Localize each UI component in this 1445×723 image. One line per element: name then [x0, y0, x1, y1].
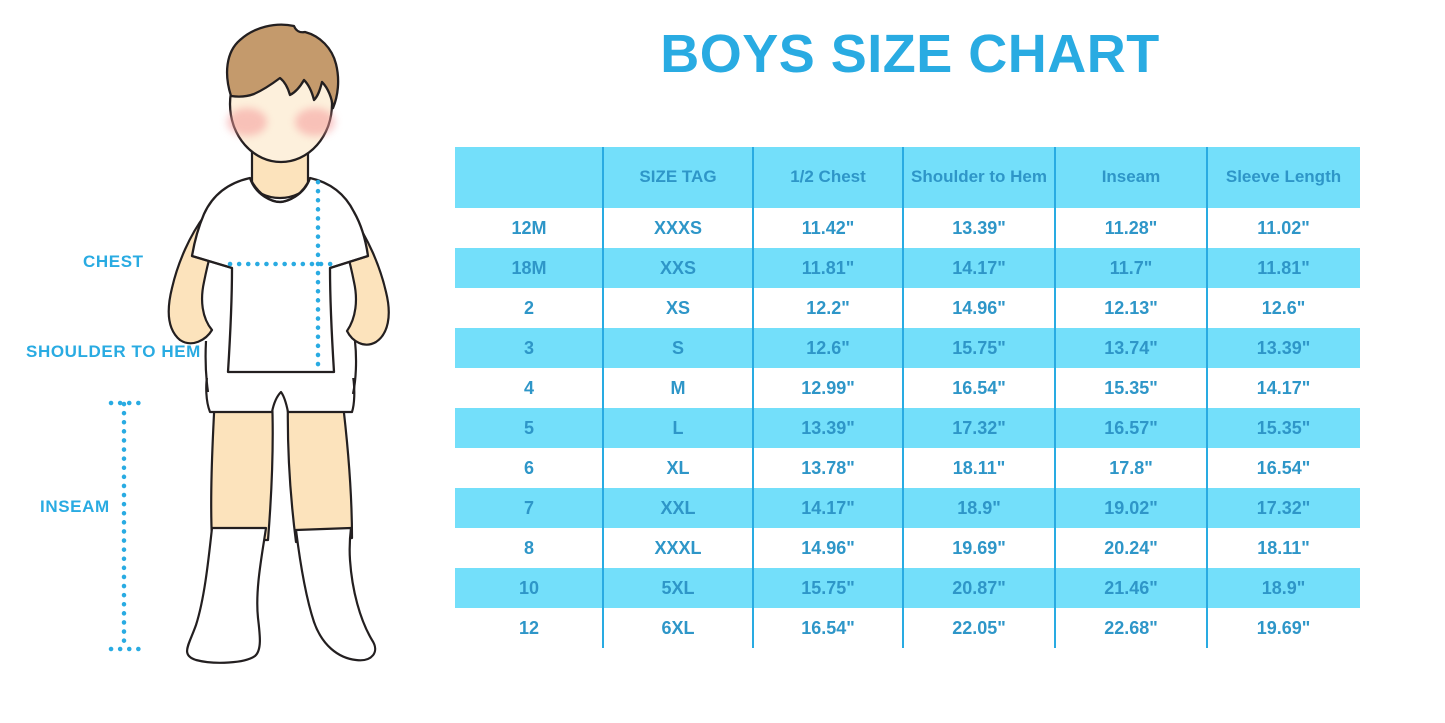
tshirt — [190, 176, 370, 374]
cell-inseam: 20.24" — [1104, 537, 1158, 558]
cell-size: 3 — [455, 328, 603, 368]
cell-size-tag: XXXL — [654, 537, 702, 558]
cell-inseam: 22.68" — [1104, 617, 1158, 638]
size-chart-table: SIZE TAG 1/2 Chest Shoulder to Hem Insea… — [455, 147, 1360, 648]
cell-half-chest: 14.17" — [753, 488, 903, 528]
cell-sleeve-length: 12.6" — [1261, 297, 1306, 318]
cell-size-tag: 5XL — [603, 568, 753, 608]
inseam-label: INSEAM — [40, 497, 110, 516]
cell-shoulder-to-hem: 19.69" — [952, 537, 1006, 558]
cell-sleeve-length: 13.39" — [1207, 328, 1360, 368]
cell-shoulder-to-hem: 14.96" — [952, 297, 1006, 318]
boy-figure-illustration — [0, 0, 460, 723]
cell-inseam: 13.74" — [1055, 328, 1207, 368]
cell-half-chest: 13.39" — [753, 408, 903, 448]
table-row: 12 6XL 16.54" 22.05" 22.68" 19.69" — [455, 608, 1360, 648]
cell-size: 10 — [455, 568, 603, 608]
table-row: 4 M 12.99" 16.54" 15.35" 14.17" — [455, 368, 1360, 408]
table-row: 7 XXL 14.17" 18.9" 19.02" 17.32" — [455, 488, 1360, 528]
cell-shoulder-to-hem: 15.75" — [903, 328, 1055, 368]
cell-half-chest: 11.81" — [753, 248, 903, 288]
blush-left — [227, 108, 267, 136]
cell-sleeve-length: 18.9" — [1207, 568, 1360, 608]
cell-sleeve-length: 15.35" — [1207, 408, 1360, 448]
cell-size-tag: XS — [665, 297, 690, 318]
blush-right — [295, 108, 335, 136]
column-header-inseam: Inseam — [1055, 147, 1207, 208]
cell-shoulder-to-hem: 20.87" — [903, 568, 1055, 608]
shoulder-to-hem-label: SHOULDER TO HEM — [26, 342, 201, 361]
column-header-half-chest: 1/2 Chest — [753, 147, 903, 208]
socks-boots — [186, 526, 377, 664]
cell-size: 12 — [518, 617, 540, 638]
table-header: SIZE TAG 1/2 Chest Shoulder to Hem Insea… — [455, 147, 1360, 208]
cell-size-tag: M — [670, 377, 686, 398]
cell-size-tag: L — [603, 408, 753, 448]
cell-size: 4 — [523, 377, 534, 398]
cell-half-chest: 12.99" — [801, 377, 855, 398]
cell-inseam: 17.8" — [1109, 457, 1153, 478]
cell-sleeve-length: 17.32" — [1207, 488, 1360, 528]
cell-size: 5 — [455, 408, 603, 448]
cell-shoulder-to-hem: 17.32" — [903, 408, 1055, 448]
table-body: 12M XXXS 11.42" 13.39" 11.28" 11.02" 18M… — [455, 208, 1360, 648]
cell-inseam: 15.35" — [1104, 377, 1158, 398]
cell-size-tag: XXS — [603, 248, 753, 288]
cell-shoulder-to-hem: 18.11" — [952, 457, 1006, 478]
page-title: BOYS SIZE CHART — [660, 24, 1160, 84]
column-header-size-tag: SIZE TAG — [603, 147, 753, 208]
cell-size: 12M — [511, 217, 547, 238]
cell-size-tag: XXXS — [653, 217, 703, 238]
cell-inseam: 11.28" — [1104, 217, 1158, 238]
column-header-size — [455, 147, 603, 208]
cell-inseam: 19.02" — [1055, 488, 1207, 528]
cell-size: 18M — [455, 248, 603, 288]
legs-skin — [210, 393, 354, 544]
cell-half-chest: 12.6" — [753, 328, 903, 368]
cell-shoulder-to-hem: 22.05" — [952, 617, 1006, 638]
cell-size: 2 — [523, 297, 534, 318]
cell-half-chest: 13.78" — [801, 457, 855, 478]
cell-size-tag: XL — [666, 457, 690, 478]
column-header-sleeve-length: Sleeve Length — [1207, 147, 1360, 208]
cell-shoulder-to-hem: 13.39" — [952, 217, 1006, 238]
head — [225, 23, 340, 164]
cell-shoulder-to-hem: 16.54" — [952, 377, 1006, 398]
table-row: 6 XL 13.78" 18.11" 17.8" 16.54" — [455, 448, 1360, 488]
cell-shoulder-to-hem: 14.17" — [903, 248, 1055, 288]
cell-half-chest: 15.75" — [753, 568, 903, 608]
cell-sleeve-length: 11.02" — [1257, 217, 1310, 238]
measurement-guides — [108, 179, 342, 652]
cell-inseam: 12.13" — [1104, 297, 1158, 318]
cell-shoulder-to-hem: 18.9" — [903, 488, 1055, 528]
cell-size: 7 — [455, 488, 603, 528]
column-header-shoulder-to-hem: Shoulder to Hem — [903, 147, 1055, 208]
table-row: 10 5XL 15.75" 20.87" 21.46" 18.9" — [455, 568, 1360, 608]
table-row: 2 XS 12.2" 14.96" 12.13" 12.6" — [455, 288, 1360, 328]
cell-half-chest: 11.42" — [801, 217, 855, 238]
table-row: 8 XXXL 14.96" 19.69" 20.24" 18.11" — [455, 528, 1360, 568]
table-row: 3 S 12.6" 15.75" 13.74" 13.39" — [455, 328, 1360, 368]
table-row: 5 L 13.39" 17.32" 16.57" 15.35" — [455, 408, 1360, 448]
table-row: 12M XXXS 11.42" 13.39" 11.28" 11.02" — [455, 208, 1360, 248]
table-row: 18M XXS 11.81" 14.17" 11.7" 11.81" — [455, 248, 1360, 288]
cell-size-tag: S — [603, 328, 753, 368]
cell-size-tag: XXL — [603, 488, 753, 528]
cell-size: 8 — [523, 537, 534, 558]
cell-sleeve-length: 16.54" — [1256, 457, 1311, 478]
cell-half-chest: 12.2" — [806, 297, 850, 318]
cell-half-chest: 16.54" — [801, 617, 855, 638]
cell-size-tag: 6XL — [661, 617, 695, 638]
chest-label: CHEST — [83, 252, 144, 271]
cell-sleeve-length: 11.81" — [1207, 248, 1360, 288]
table-header-row: SIZE TAG 1/2 Chest Shoulder to Hem Insea… — [455, 147, 1360, 208]
cell-half-chest: 14.96" — [801, 537, 855, 558]
cell-inseam: 21.46" — [1055, 568, 1207, 608]
cell-inseam: 11.7" — [1055, 248, 1207, 288]
cell-sleeve-length: 18.11" — [1257, 537, 1310, 558]
cell-inseam: 16.57" — [1055, 408, 1207, 448]
cell-sleeve-length: 14.17" — [1256, 377, 1311, 398]
cell-size: 6 — [523, 457, 534, 478]
cell-sleeve-length: 19.69" — [1256, 617, 1311, 638]
